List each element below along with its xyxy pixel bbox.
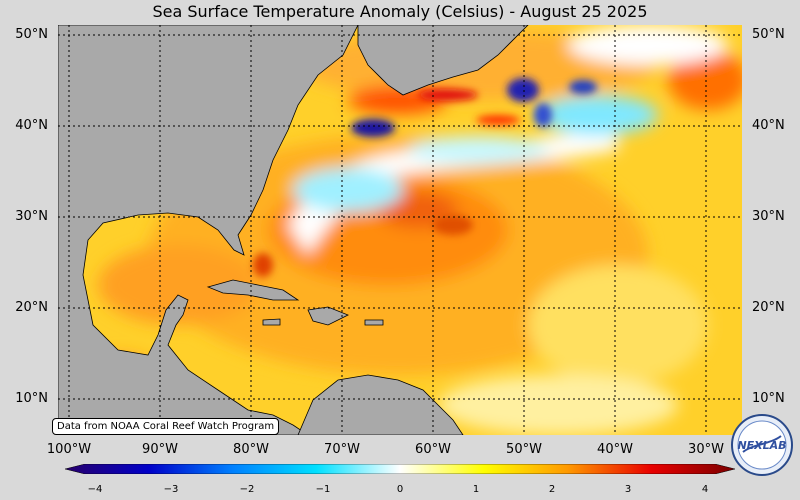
logo-text: NEXLAB (737, 439, 786, 452)
nexlab-logo: NEXLAB (731, 414, 793, 476)
lon-label: 40°W (597, 442, 633, 457)
map-title: Sea Surface Temperature Anomaly (Celsius… (152, 2, 648, 21)
colorbar (65, 464, 735, 474)
data-credit: Data from NOAA Coral Reef Watch Program (52, 418, 280, 435)
colorbar-tick: 3 (624, 484, 632, 495)
lat-label-right: 20°N (752, 300, 785, 315)
lat-label-left: 10°N (15, 391, 48, 406)
lon-label: 60°W (415, 442, 451, 457)
colorbar-tick: 2 (548, 484, 556, 495)
lon-label: 30°W (688, 442, 724, 457)
lat-label-left: 20°N (15, 300, 48, 315)
lon-label: 100°W (46, 442, 92, 457)
lat-label-right: 10°N (752, 391, 785, 406)
sst-anomaly-map (58, 25, 742, 435)
land (58, 25, 529, 435)
lat-label-left: 30°N (15, 209, 48, 224)
colorbar-tick: −3 (163, 484, 179, 495)
lat-label-right: 40°N (752, 118, 785, 133)
colorbar-tick: −2 (239, 484, 255, 495)
lon-label: 70°W (324, 442, 360, 457)
colorbar-gradient (65, 464, 735, 474)
lon-label: 50°W (506, 442, 542, 457)
lat-label-left: 40°N (15, 118, 48, 133)
lon-label: 90°W (142, 442, 178, 457)
map-canvas (58, 25, 742, 435)
lat-label-right: 30°N (752, 209, 785, 224)
lat-label-right: 50°N (752, 27, 785, 42)
colorbar-tick: −1 (315, 484, 331, 495)
colorbar-tick: −4 (87, 484, 103, 495)
colorbar-tick: 0 (396, 484, 404, 495)
colorbar-tick: 4 (701, 484, 709, 495)
lon-label: 80°W (233, 442, 269, 457)
lat-label-left: 50°N (15, 27, 48, 42)
colorbar-tick: 1 (472, 484, 480, 495)
graticule (58, 25, 742, 435)
